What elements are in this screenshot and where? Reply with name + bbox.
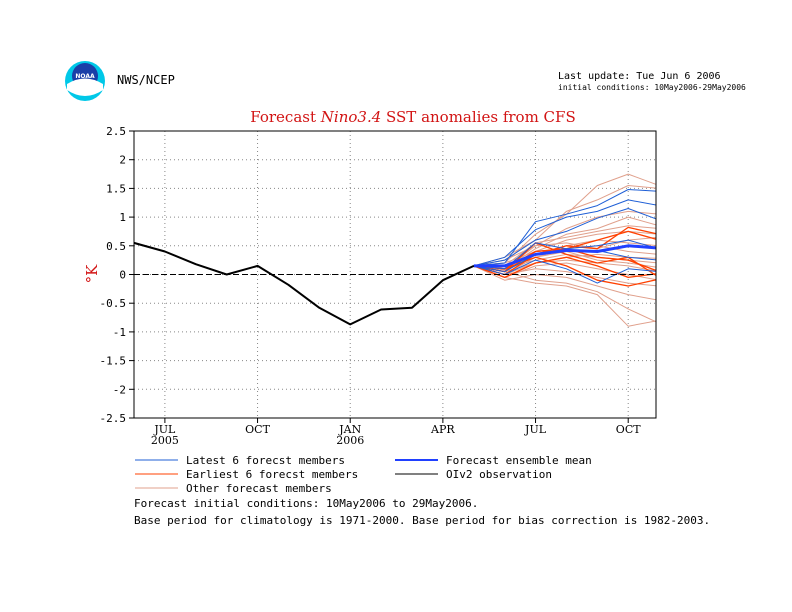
other-member-line [473,265,656,287]
y-tick-label: -2 [113,383,126,396]
legend-obs: OIv2 observation [446,468,552,481]
x-tick-label: OCT [616,423,641,436]
legend: Latest 6 forecst members Earliest 6 fore… [135,454,592,495]
other-member-line [473,253,656,275]
y-tick-label: 2 [119,154,126,167]
legend-earliest: Earliest 6 forecst members [186,468,358,481]
x-tick-label: JUL [153,423,176,436]
other-member-line [473,225,656,267]
last-update: Last update: Tue Jun 6 2006 [558,71,721,82]
latest-member-line [473,208,656,267]
chart-title: Forecast Nino3.4 SST anomalies from CFS [250,108,575,126]
y-axis-ticks: 2.5 2 1.5 1 0.5 0 -0.5 -1 -1.5 -2 -2.5 [100,125,134,425]
latest-member-line [473,259,656,284]
other-member-line [473,265,656,301]
y-tick-label: 1 [119,211,126,224]
x-tick-label: JUL [524,423,547,436]
y-axis-label: °K [83,264,101,284]
chart-title-part-1: Forecast [250,108,321,126]
earliest-member-line [473,226,656,276]
latest-member-line [473,189,656,267]
ensemble-mean-line [473,244,656,268]
footer-line-2: Base period for climatology is 1971-2000… [134,514,711,527]
org-name: NWS/NCEP [117,73,175,87]
observation-line [134,241,475,326]
y-tick-label: 1.5 [106,182,126,195]
legend-latest: Latest 6 forecst members [186,454,345,467]
y-tick-label: 2.5 [106,125,126,138]
y-tick-label: -0.5 [100,297,127,310]
x-tick-label: APR [430,423,455,436]
x-tick-year-label: 2006 [336,434,364,447]
noaa-logo: NOAA [65,61,105,101]
x-tick-label: OCT [245,423,270,436]
earliest-member-line [473,242,656,277]
other-member-line [473,173,656,267]
earliest-member-line [473,256,656,279]
other-member-line [473,210,656,267]
logo-text: NOAA [75,73,95,80]
other-member-line [473,265,656,327]
latest-member-line [473,199,656,267]
y-tick-label: 0 [119,269,126,282]
x-tick-label: JAN [338,423,361,436]
latest-member-line [473,239,656,270]
y-tick-label: -1 [113,326,126,339]
chart-title-part-3: SST anomalies from CFS [381,108,575,126]
other-member-line [473,265,656,323]
initial-conditions-note: initial conditions: 10May2006-29May2006 [558,83,746,92]
last-update-block: Last update: Tue Jun 6 2006 initial cond… [558,71,746,93]
latest-member-line [473,249,656,273]
y-tick-label: -2.5 [100,412,127,425]
series-layer [134,173,656,327]
legend-other: Other forecast members [186,482,332,495]
x-tick-year-label: 2005 [151,434,179,447]
y-tick-label: -1.5 [100,355,127,368]
y-tick-label: 0.5 [106,240,126,253]
footer-line-1: Forecast initial conditions: 10May2006 t… [134,497,479,510]
chart-title-part-2: Nino3.4 [320,108,381,126]
plot-frame [133,130,657,419]
legend-mean: Forecast ensemble mean [446,454,592,467]
